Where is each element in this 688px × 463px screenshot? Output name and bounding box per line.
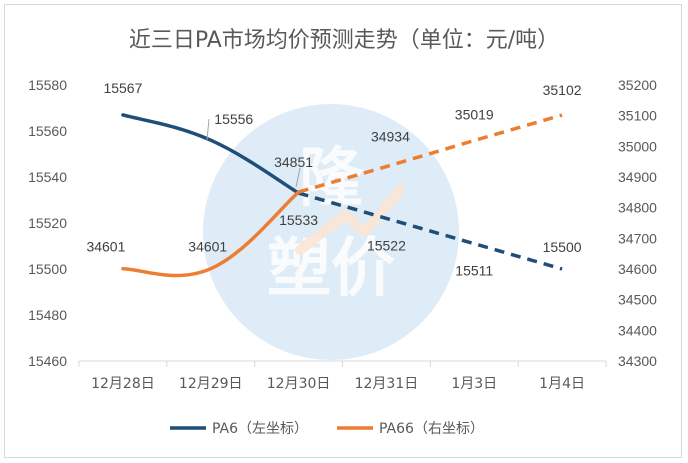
data-label: 35019 [455,107,494,123]
right-tick-label: 34300 [618,353,657,369]
data-label: 15511 [455,263,493,279]
x-tick-label: 1月4日 [539,376,585,392]
left-tick-label: 15500 [28,261,67,277]
legend-label-pa66: PA66（右坐标） [379,421,484,437]
left-axis-ticks: 15460 15480 15500 15520 15540 15560 15580 [28,77,67,369]
x-tick-label: 12月29日 [179,376,243,392]
x-axis-ticks: 12月28日 12月29日 12月30日 12月31日 1月3日 1月4日 [78,361,607,392]
data-label: 34934 [371,129,410,145]
right-tick-label: 34800 [618,200,657,216]
right-tick-label: 35200 [618,77,657,93]
chart-title: 近三日PA市场均价预测走势（单位：元/吨） [129,28,559,53]
right-axis-ticks: 34300 34400 34500 34600 34700 34800 34900 35000… [618,77,657,369]
left-tick-label: 15560 [28,123,67,139]
data-labels: 15567 15556 15533 15522 15511 15500 34601 34601… [86,80,581,279]
data-label: 35102 [543,82,582,98]
right-tick-label: 34600 [618,261,657,277]
right-tick-label: 34900 [618,169,657,185]
data-label: 34601 [188,239,227,255]
data-label: 34601 [86,239,125,255]
left-tick-label: 15460 [28,353,67,369]
left-tick-label: 15580 [28,77,67,93]
right-tick-label: 34400 [618,322,657,338]
data-label: 15533 [279,212,318,228]
data-label: 15522 [367,237,406,253]
left-tick-label: 15540 [28,169,67,185]
series-lines [121,113,563,278]
data-label: 15556 [214,111,253,127]
series-dashed-line-0 [298,191,563,271]
legend: PA6（左坐标） PA66（右坐标） [170,421,484,437]
right-tick-label: 34700 [618,230,657,246]
svg-text:塑价: 塑价 [267,232,395,306]
right-tick-label: 35100 [618,108,657,124]
leader-line-34851 [295,167,301,188]
data-label: 15500 [543,239,582,255]
right-tick-label: 35000 [618,138,657,154]
left-tick-label: 15480 [28,307,67,323]
x-tick-label: 1月3日 [451,376,497,392]
watermark-logo: 隆 塑价 [203,104,459,360]
data-label: 15567 [103,80,142,96]
right-tick-label: 34500 [618,292,657,308]
data-label: 34851 [274,154,313,170]
leader-line-15556 [206,118,210,141]
x-tick-label: 12月28日 [91,376,155,392]
series-solid-line-0 [121,113,301,195]
series-dashed-line-1 [298,113,563,194]
legend-label-pa6: PA6（左坐标） [212,421,308,437]
series-solid-line-1 [121,190,301,278]
x-tick-label: 12月30日 [267,376,331,392]
x-tick-label: 12月31日 [355,376,419,392]
left-tick-label: 15520 [28,215,67,231]
